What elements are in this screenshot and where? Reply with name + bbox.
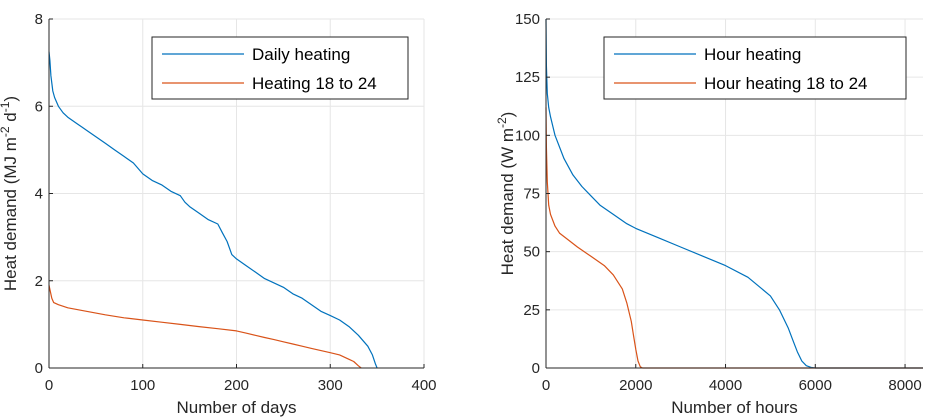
x-tick-label: 0: [542, 377, 550, 394]
legend-box: [151, 36, 409, 100]
x-axis-label: Number of days: [177, 398, 297, 417]
y-tick-label: 2: [35, 273, 43, 290]
y-tick-label: 0: [35, 360, 43, 377]
legend-label-2: Hour heating 18 to 24: [704, 74, 868, 93]
y-tick-label: 0: [532, 360, 540, 377]
y-tick-label: 100: [515, 127, 540, 144]
y-tick-label: 8: [35, 11, 43, 28]
y-label-text: ): [498, 112, 517, 118]
legend: Daily heating Heating 18 to 24: [151, 36, 409, 100]
x-tick-label: 4000: [709, 377, 742, 394]
y-tick-label: 6: [35, 98, 43, 115]
legend-label-1: Hour heating: [704, 45, 801, 64]
legend-label-2: Heating 18 to 24: [252, 74, 377, 93]
series-line-1: [48, 51, 378, 369]
y-label-superscript: -2: [495, 117, 509, 128]
x-tick-label: 0: [45, 377, 53, 394]
x-axis-label: Number of hours: [671, 398, 798, 417]
subplot-2: 0 2000 4000 6000 8000 0 25 50 75 100 125 150 Number …: [495, 11, 923, 417]
x-tick-label: 300: [318, 377, 343, 394]
legend-box: [603, 36, 907, 100]
x-tick-label: 2000: [619, 377, 652, 394]
series-line-2: [545, 107, 923, 369]
x-tick-label: 200: [224, 377, 249, 394]
y-tick-label: 150: [515, 11, 540, 28]
x-tick-label: 400: [411, 377, 436, 394]
legend-label-1: Daily heating: [252, 45, 350, 64]
y-axis-label: Heat demand (W m-2): [495, 112, 517, 276]
legend: Hour heating Hour heating 18 to 24: [603, 36, 907, 100]
x-tick-label: 6000: [799, 377, 832, 394]
y-label-text: Heat demand (MJ m: [1, 137, 20, 291]
y-tick-label: 25: [523, 302, 540, 319]
y-tick-label: 4: [35, 186, 43, 203]
y-label-superscript: -2: [0, 126, 12, 137]
y-label-text: Heat demand (W m: [498, 128, 517, 275]
y-tick-label: 125: [515, 69, 540, 86]
y-tick-label: 50: [523, 244, 540, 261]
y-label-text: d: [1, 112, 20, 126]
subplot-1: 0 100 200 300 400 0 2 4 6 8 Number of days Heat dem…: [0, 11, 437, 417]
y-axis-label: Heat demand (MJ m-2 d-1): [0, 96, 20, 291]
x-tick-label: 8000: [888, 377, 921, 394]
y-tick-label: 75: [523, 186, 540, 203]
y-label-text: ): [1, 96, 20, 102]
y-label-superscript: -1: [0, 101, 12, 112]
series-line-1: [545, 18, 923, 369]
x-tick-label: 100: [130, 377, 155, 394]
series-line-2: [48, 284, 362, 369]
